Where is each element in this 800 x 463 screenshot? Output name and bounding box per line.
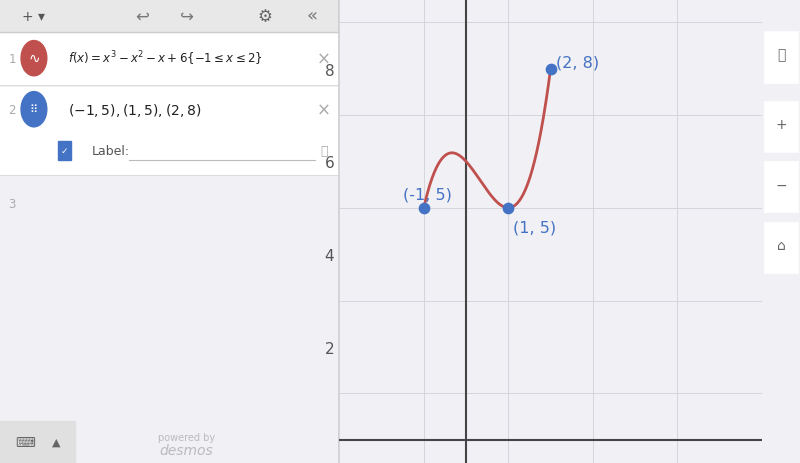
- Text: 3: 3: [9, 197, 16, 210]
- Bar: [0, 88, 339, 176]
- Text: (1, 5): (1, 5): [514, 220, 557, 235]
- Text: (2, 8): (2, 8): [556, 55, 598, 70]
- Bar: [0, 0, 339, 33]
- Text: ⌂: ⌂: [777, 238, 786, 252]
- Bar: [764, 102, 798, 153]
- Text: $(-1,5),(1,5),(2,8)$: $(-1,5),(1,5),(2,8)$: [68, 101, 202, 119]
- Text: ⠿: ⠿: [30, 105, 38, 115]
- Circle shape: [21, 92, 47, 128]
- Text: 🔧: 🔧: [320, 145, 328, 158]
- Text: ⌨: ⌨: [15, 435, 35, 449]
- Text: ×: ×: [317, 50, 331, 68]
- Bar: [0, 421, 74, 463]
- Text: desmos: desmos: [160, 443, 214, 457]
- Text: $f(x)=x^3-x^2-x+6\{-1\leq x\leq 2\}$: $f(x)=x^3-x^2-x+6\{-1\leq x\leq 2\}$: [68, 50, 262, 68]
- Text: ×: ×: [317, 101, 331, 119]
- Text: ↩: ↩: [135, 8, 150, 25]
- Text: + ▾: + ▾: [22, 10, 46, 24]
- Bar: [764, 32, 798, 83]
- Point: [502, 205, 514, 212]
- Text: 2: 2: [9, 103, 16, 117]
- Text: ⚙: ⚙: [257, 8, 272, 25]
- Text: «: «: [306, 8, 318, 25]
- Point: [418, 205, 430, 212]
- Bar: [764, 162, 798, 213]
- Text: Label:: Label:: [91, 145, 130, 158]
- Bar: [764, 222, 798, 273]
- Text: 🔧: 🔧: [777, 49, 785, 63]
- Circle shape: [21, 42, 47, 76]
- Point: [544, 66, 557, 73]
- Text: −: −: [775, 178, 787, 192]
- Text: 1: 1: [9, 52, 16, 66]
- Text: +: +: [775, 118, 787, 132]
- Bar: [58, 142, 71, 161]
- Text: ✓: ✓: [61, 147, 68, 156]
- Text: ∿: ∿: [28, 52, 40, 66]
- Text: ▲: ▲: [52, 437, 60, 447]
- Text: ↪: ↪: [180, 8, 194, 25]
- Bar: [0, 32, 339, 86]
- Text: powered by: powered by: [158, 432, 215, 443]
- Text: (-1, 5): (-1, 5): [402, 187, 451, 202]
